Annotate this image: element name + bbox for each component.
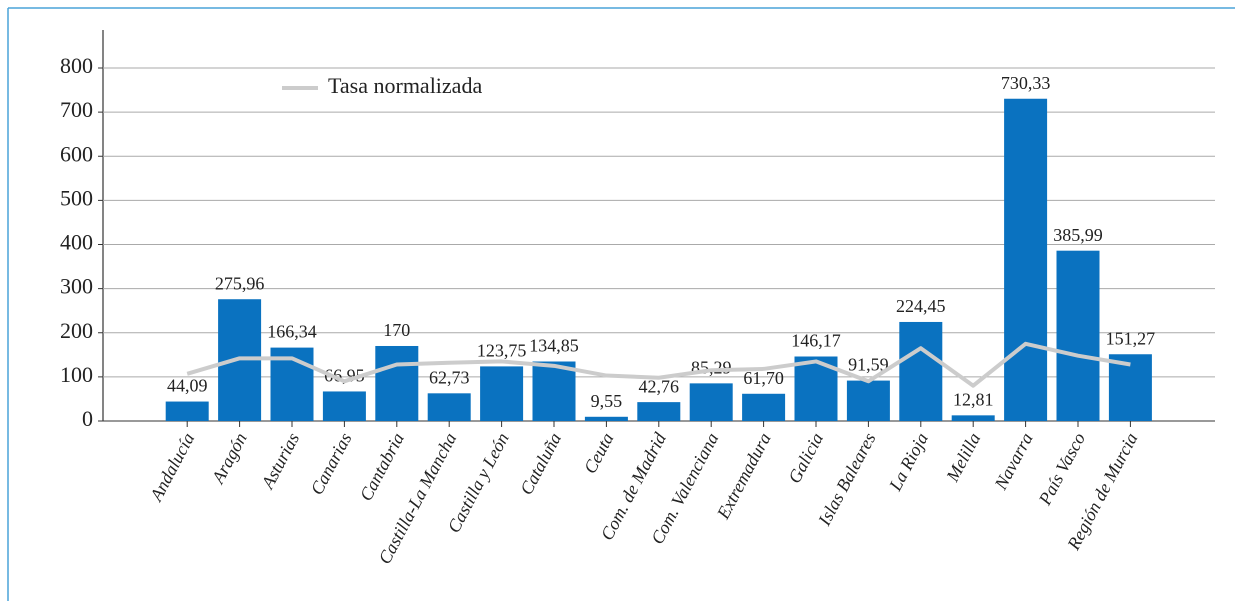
y-tick-label: 200	[60, 318, 93, 343]
x-tick-label: Melilla	[942, 429, 985, 485]
x-tick-label: Galicia	[784, 429, 827, 486]
y-tick-label: 800	[60, 53, 93, 78]
data-label: 85,29	[691, 357, 732, 377]
x-tick-label: Cantabria	[356, 429, 408, 504]
bar	[480, 366, 524, 421]
data-label: 44,09	[167, 376, 208, 396]
bar	[1004, 98, 1048, 422]
bar	[846, 380, 890, 421]
bar	[584, 416, 628, 421]
bar	[322, 391, 366, 421]
data-label: 730,33	[1001, 73, 1051, 93]
bar	[427, 393, 471, 421]
y-tick-label: 700	[60, 97, 93, 122]
bar	[951, 415, 995, 421]
data-label: 9,55	[591, 391, 623, 411]
x-tick-label: Asturias	[257, 429, 303, 492]
x-tick-label: Canarias	[306, 429, 355, 498]
bar	[899, 321, 943, 421]
x-tick-label: Navarra	[990, 429, 1037, 493]
bar	[165, 401, 209, 421]
data-label: 166,34	[267, 322, 317, 342]
data-label: 151,27	[1106, 328, 1156, 348]
data-label: 224,45	[896, 296, 946, 316]
data-label: 62,73	[429, 367, 470, 387]
data-label: 61,70	[743, 368, 784, 388]
x-tick-label: Extremadura	[712, 429, 774, 523]
bar	[689, 383, 733, 421]
x-tick-label: La Rioja	[884, 429, 931, 494]
data-label: 66,95	[324, 366, 365, 386]
y-tick-label: 100	[60, 362, 93, 387]
y-tick-label: 300	[60, 274, 93, 299]
legend-label: Tasa normalizada	[328, 73, 482, 98]
bar	[1108, 354, 1152, 421]
bar	[375, 345, 419, 421]
data-label: 146,17	[791, 331, 841, 351]
data-label: 42,76	[639, 376, 680, 396]
line	[186, 341, 1131, 388]
x-tick-label: Andalucía	[146, 429, 199, 505]
data-label: 12,81	[953, 389, 994, 409]
x-tick-label: Ceuta	[580, 429, 618, 476]
data-label: 170	[383, 320, 410, 340]
y-tick-label: 400	[60, 230, 93, 255]
data-label: 385,99	[1053, 225, 1103, 245]
data-label: 134,85	[529, 336, 579, 356]
data-label: 123,75	[477, 341, 527, 361]
x-tick-label: Aragón	[207, 429, 250, 487]
y-tick-label: 500	[60, 185, 93, 210]
bar	[742, 393, 786, 421]
x-tick-label: País Vasco	[1034, 429, 1089, 509]
x-tick-label: Cataluña	[516, 429, 565, 498]
bar	[532, 361, 576, 421]
data-label: 91,59	[848, 355, 889, 375]
y-tick-label: 0	[82, 406, 93, 431]
data-label: 275,96	[215, 273, 265, 293]
bar	[637, 402, 681, 421]
y-tick-label: 600	[60, 141, 93, 166]
bar	[1056, 250, 1100, 421]
